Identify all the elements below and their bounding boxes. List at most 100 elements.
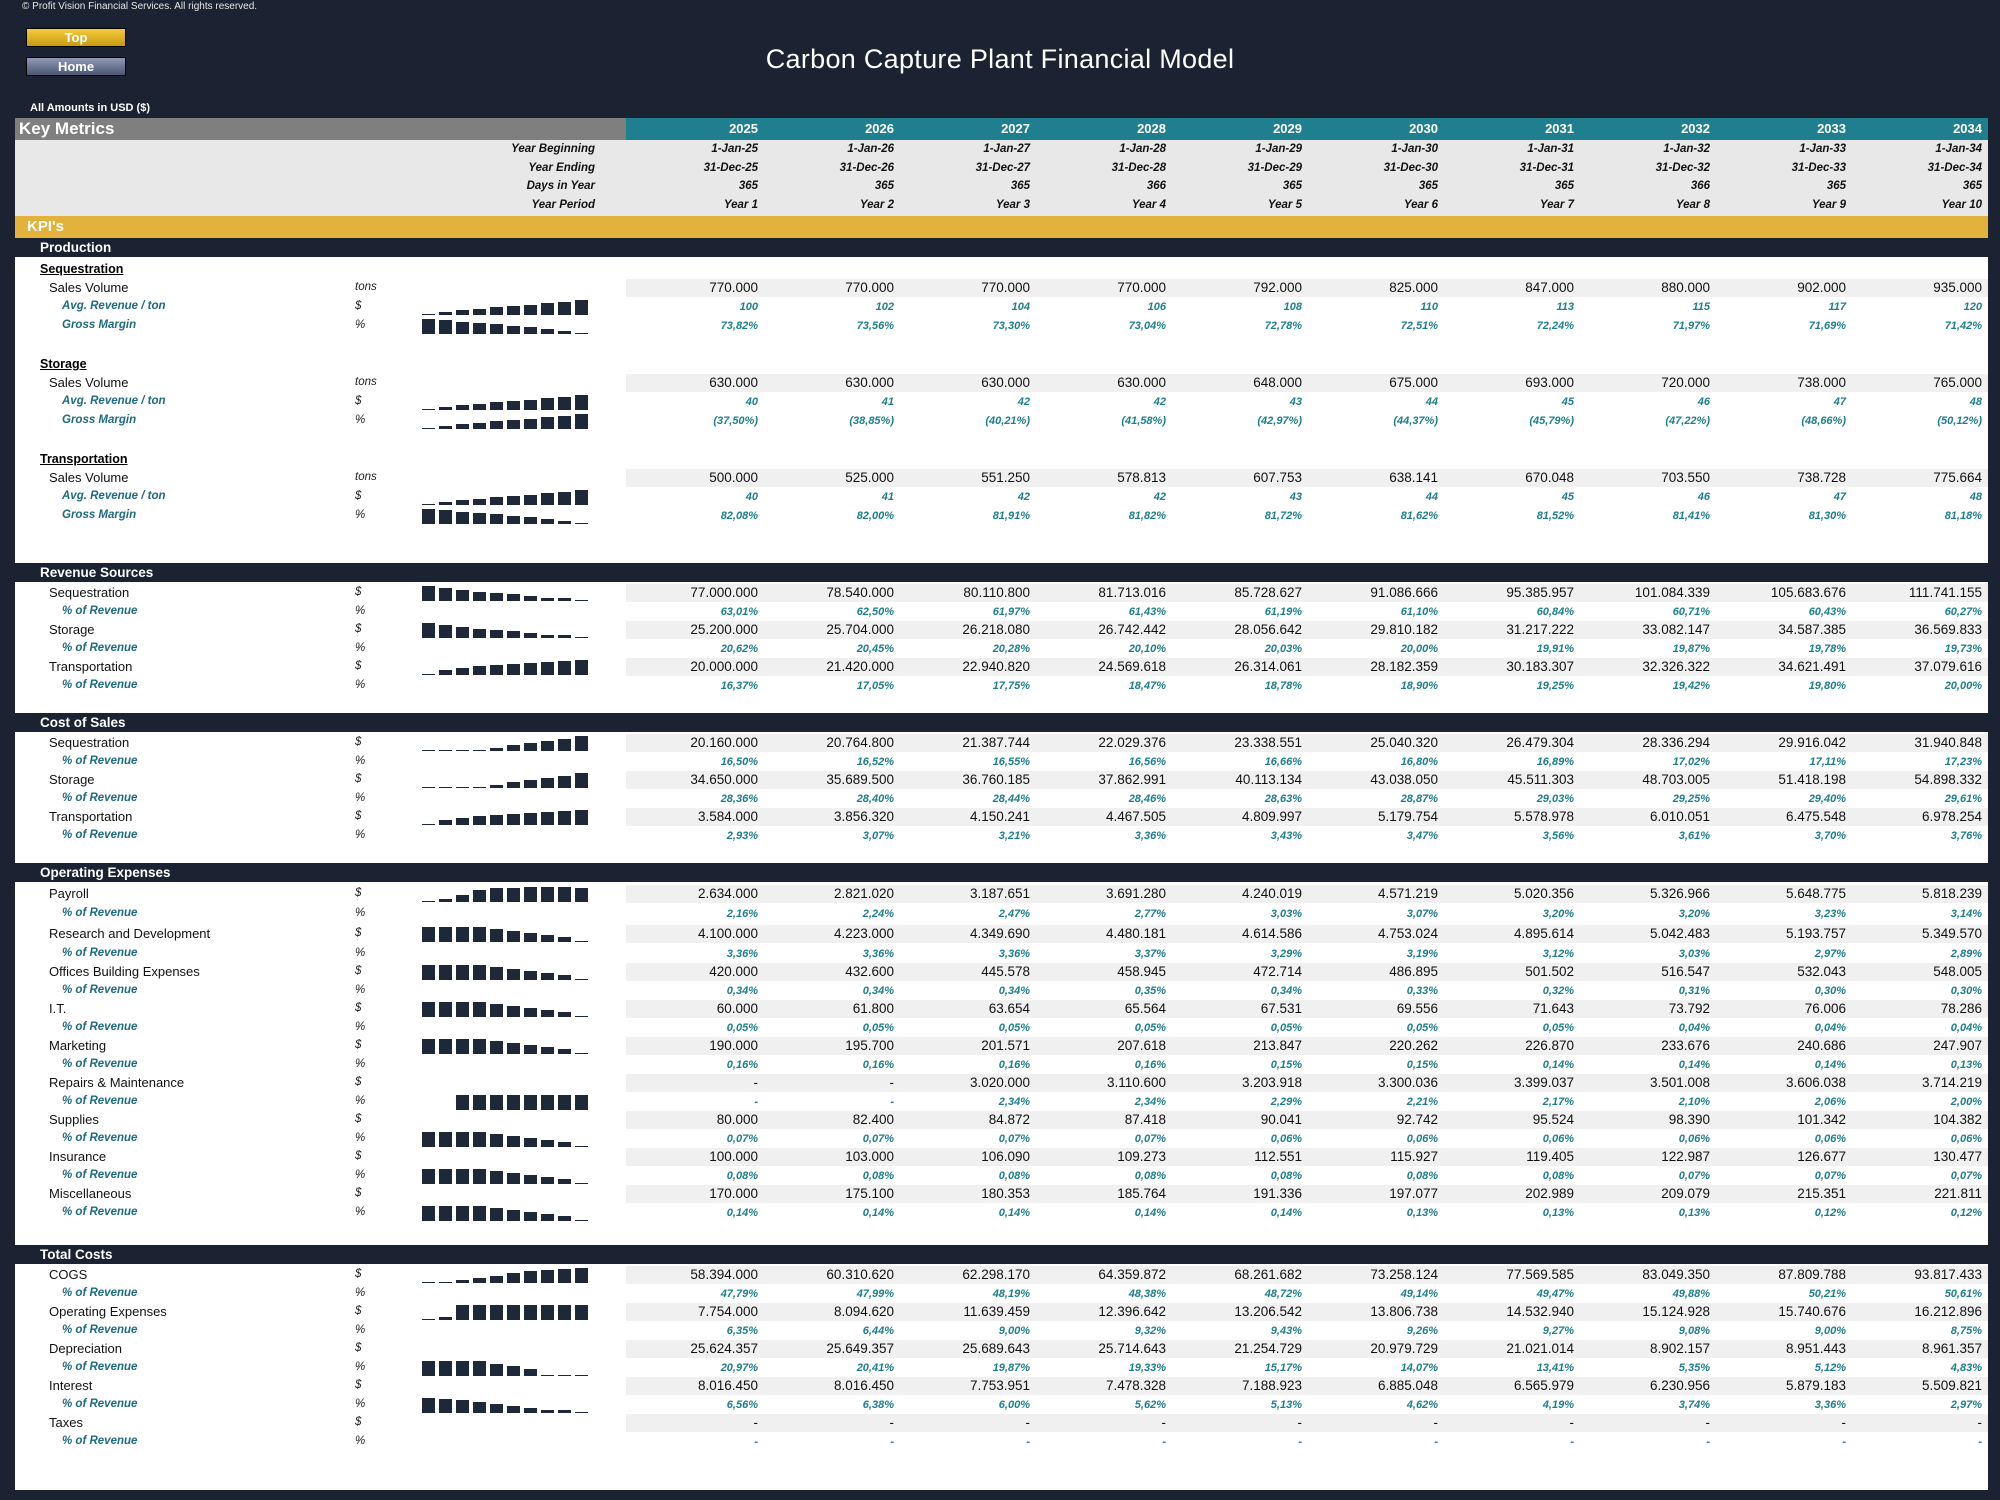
sparkline-bar: [456, 787, 469, 788]
value-cell: 170.000: [709, 1186, 758, 1201]
value-cell: 3,23%: [1814, 908, 1846, 920]
value-cell: 95.524: [1532, 1112, 1574, 1127]
value-cell: 61,19%: [1264, 606, 1302, 618]
row-label: Transportation: [49, 809, 133, 824]
period-info-label: Year Ending: [528, 161, 595, 174]
value-cell: 60,71%: [1672, 606, 1710, 618]
value-cell: 120: [1963, 301, 1982, 313]
sparkline-bar: [422, 319, 435, 334]
sparkline-bar: [439, 670, 452, 675]
sparkline-bar: [456, 818, 469, 825]
value-cell: 486.895: [1389, 964, 1438, 979]
row-band: [626, 963, 1988, 981]
row-unit: %: [355, 414, 366, 426]
row-label: % of Revenue: [62, 642, 138, 654]
value-cell: 41: [881, 491, 894, 503]
sparkline-bar: [507, 814, 520, 825]
value-cell: 72,24%: [1536, 320, 1574, 332]
sparkline-bar: [558, 1216, 571, 1221]
value-cell: 0,05%: [1134, 1022, 1166, 1034]
sparkline-bar: [490, 514, 503, 524]
ratio-row: Avg. Revenue / ton $40 41 42 42 43 44 45 46 47 48: [15, 393, 1988, 411]
sparkline-bar: [473, 592, 486, 601]
year-header-cell: 2033: [1817, 121, 1846, 136]
value-cell: 5,35%: [1678, 1362, 1710, 1374]
sparkline-bar: [558, 598, 571, 601]
sparkline-bar: [524, 1045, 537, 1054]
value-cell: 6.978.254: [1921, 809, 1982, 824]
sparkline-bar: [575, 1095, 588, 1110]
sparkline-bar: [456, 1132, 469, 1147]
value-cell: 28,40%: [856, 793, 894, 805]
period-info-value: 365: [1282, 180, 1302, 192]
value-cell: 3.399.037: [1513, 1075, 1574, 1090]
row-label: % of Revenue: [62, 792, 138, 804]
value-cell: 0,06%: [1678, 1133, 1710, 1145]
sparkline-bar: [507, 1366, 520, 1376]
value-cell: 0,06%: [1270, 1133, 1302, 1145]
metric-row: Insurance $100.000 103.000 106.090 109.273 11…: [15, 1148, 1988, 1166]
value-cell: 0,13%: [1950, 1059, 1982, 1071]
value-cell: 9,32%: [1134, 1325, 1166, 1337]
value-cell: 60,43%: [1808, 606, 1846, 618]
ratio-row: % of Revenue% 0,08% 0,08% 0,08% 0,08% 0,08% 0,…: [15, 1167, 1988, 1185]
value-cell: -: [1025, 1415, 1031, 1430]
value-cell: 191.336: [1253, 1186, 1302, 1201]
value-cell: 12.396.642: [1098, 1304, 1166, 1319]
value-cell: 775.664: [1933, 470, 1982, 485]
period-info-value: 1-Jan-26: [847, 143, 894, 155]
value-cell: 2,00%: [1950, 1096, 1982, 1108]
value-cell: 630.000: [709, 375, 758, 390]
value-cell: 3.110.600: [1106, 1075, 1166, 1090]
row-band: [626, 621, 1988, 639]
sparkline: [422, 317, 597, 334]
row-label: % of Revenue: [62, 1132, 138, 1144]
sparkline-bar: [490, 1276, 503, 1283]
value-cell: 102: [875, 301, 894, 313]
value-cell: 25.704.000: [826, 622, 894, 637]
value-cell: (40,21%): [985, 415, 1030, 427]
value-cell: 738.728: [1797, 470, 1846, 485]
sparkline: [422, 771, 597, 788]
sparkline: [422, 1359, 597, 1376]
value-cell: 0,07%: [726, 1133, 758, 1145]
sparkline-bar: [507, 594, 520, 601]
row-band: [626, 885, 1988, 903]
value-cell: 25.040.320: [1370, 735, 1438, 750]
value-cell: 0,14%: [726, 1207, 758, 1219]
sparkline-bar: [558, 1012, 571, 1017]
value-cell: 6.010.051: [1649, 809, 1710, 824]
row-band: [626, 1414, 1988, 1432]
sparkline-bar: [456, 750, 469, 751]
sparkline-bar: [456, 965, 469, 980]
sparkline-bar: [456, 1169, 469, 1184]
sparkline-bar: [490, 1171, 503, 1184]
home-button[interactable]: Home: [26, 57, 126, 76]
row-band: [626, 808, 1988, 826]
sparkline-bar: [575, 1220, 588, 1221]
value-cell: 607.753: [1253, 470, 1302, 485]
sparkline-bar: [524, 517, 537, 524]
sparkline-bar: [439, 820, 452, 825]
row-label: Avg. Revenue / ton: [62, 300, 166, 312]
value-cell: 532.043: [1797, 964, 1846, 979]
sparkline-bar: [473, 750, 486, 751]
ratio-row: % of Revenue% 47,79% 47,99% 48,19% 48,38% 48,…: [15, 1285, 1988, 1303]
top-button[interactable]: Top: [26, 28, 126, 47]
value-cell: 83.049.350: [1642, 1267, 1710, 1282]
value-cell: 30.183.307: [1506, 659, 1574, 674]
sparkline-bar: [575, 1016, 588, 1017]
sparkline-bar: [473, 965, 486, 980]
value-cell: 34.621.491: [1778, 659, 1846, 674]
sparkline-bar: [456, 1305, 469, 1320]
value-cell: 48,19%: [992, 1288, 1030, 1300]
sparkline-bar: [541, 812, 554, 825]
value-cell: 49,88%: [1672, 1288, 1710, 1300]
metric-row: Marketing $190.000 195.700 201.571 207.618 21…: [15, 1037, 1988, 1055]
value-cell: 195.700: [845, 1038, 894, 1053]
sparkline-bar: [473, 1039, 486, 1054]
sparkline-bar: [558, 1095, 571, 1110]
value-cell: (38,85%): [849, 415, 894, 427]
value-cell: 8.961.357: [1921, 1341, 1982, 1356]
sparkline-bar: [490, 593, 503, 601]
